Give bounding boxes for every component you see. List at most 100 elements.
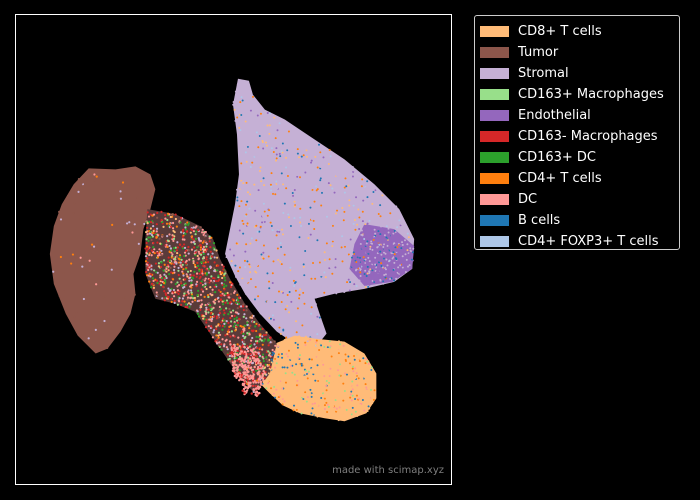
- scatter-point: [313, 210, 316, 213]
- scatter-point: [346, 410, 349, 413]
- scatter-point: [346, 245, 349, 248]
- scatter-point: [367, 362, 370, 365]
- scatter-point: [174, 260, 177, 263]
- scatter-point: [246, 378, 249, 381]
- scatter-point: [241, 219, 244, 222]
- scatter-point: [150, 273, 153, 276]
- scatter-point: [292, 409, 295, 412]
- scatter-point: [350, 256, 353, 259]
- scatter-point: [156, 216, 159, 219]
- scatter-point: [337, 352, 340, 355]
- scatter-point: [368, 219, 371, 222]
- scatter-point: [306, 409, 309, 412]
- scatter-point: [179, 280, 183, 283]
- scatter-point: [284, 260, 287, 263]
- scatter-point: [297, 356, 300, 359]
- scatter-point: [290, 387, 293, 390]
- scatter-point: [310, 306, 313, 309]
- scatter-point: [349, 382, 352, 385]
- scatter-point: [307, 222, 310, 225]
- scatter-point: [205, 312, 208, 316]
- scatter-point: [178, 296, 181, 300]
- scatter-point: [177, 292, 180, 296]
- scatter-point: [393, 261, 396, 264]
- scatter-point: [287, 349, 290, 352]
- scatter-point: [360, 262, 363, 265]
- scatter-point: [195, 225, 198, 228]
- scatter-point: [266, 136, 269, 139]
- scatter-point: [209, 307, 212, 310]
- scatter-point: [323, 163, 326, 166]
- scatter-point: [312, 190, 315, 193]
- scatter-point: [324, 218, 327, 221]
- scatter-point: [251, 316, 254, 320]
- scatter-point: [218, 305, 221, 309]
- scatter-point: [398, 219, 401, 222]
- scatter-point: [249, 271, 252, 274]
- scatter-point: [386, 269, 389, 272]
- scatter-point: [329, 155, 332, 158]
- scatter-point: [207, 260, 210, 264]
- scatter-point: [352, 365, 355, 368]
- scatter-point: [315, 248, 318, 251]
- scatter-point: [164, 275, 168, 278]
- scatter-point: [356, 223, 359, 226]
- scatter-point: [192, 246, 196, 249]
- scatter-point: [332, 369, 335, 372]
- scatter-point: [375, 188, 378, 191]
- scatter-point: [237, 312, 240, 315]
- scatter-point: [300, 362, 303, 365]
- scatter-point: [405, 258, 408, 261]
- scatter-point: [245, 257, 248, 260]
- scatter-point: [314, 293, 317, 296]
- scatter-point: [230, 260, 233, 263]
- scatter-point: [347, 355, 350, 358]
- scatter-point: [367, 403, 370, 406]
- scatter-point: [351, 270, 354, 273]
- scatter-point: [201, 257, 205, 260]
- scatter-point: [175, 225, 178, 228]
- scatter-point: [337, 357, 340, 360]
- scatter-point: [215, 315, 219, 318]
- scatter-point: [321, 333, 324, 336]
- scatter-point: [303, 166, 306, 169]
- scatter-point: [106, 346, 109, 349]
- scatter-point: [170, 300, 173, 303]
- scatter-point: [250, 252, 253, 255]
- scatter-point: [155, 279, 159, 282]
- scatter-point: [247, 356, 250, 359]
- scatter-point: [315, 196, 318, 199]
- scatter-point: [296, 148, 299, 151]
- scatter-point: [351, 394, 354, 397]
- scatter-point: [186, 290, 190, 293]
- scatter-point: [370, 256, 373, 259]
- scatter-point: [289, 365, 292, 367]
- scatter-point: [254, 105, 257, 108]
- scatter-point: [276, 348, 279, 351]
- scatter-point: [341, 235, 344, 238]
- scatter-point: [200, 261, 203, 264]
- scatter-point: [111, 326, 114, 329]
- scatter-point: [320, 396, 323, 399]
- scatter-point: [404, 271, 407, 273]
- scatter-point: [352, 370, 355, 373]
- scatter-point: [243, 259, 246, 262]
- scatter-point: [160, 249, 163, 252]
- scatter-point: [173, 249, 176, 252]
- scatter-point: [333, 245, 336, 248]
- scatter-point: [381, 242, 384, 245]
- scatter-point: [250, 392, 253, 395]
- scatter-point: [145, 245, 149, 248]
- scatter-point: [186, 275, 189, 278]
- scatter-point: [347, 191, 350, 194]
- scatter-point: [258, 230, 261, 233]
- scatter-point: [354, 413, 357, 416]
- scatter-point: [92, 245, 96, 248]
- scatter-point: [369, 388, 372, 391]
- scatter-point: [134, 247, 137, 250]
- scatter-point: [233, 344, 236, 348]
- scatter-point: [382, 228, 385, 231]
- scatter-point: [133, 223, 136, 226]
- scatter-point: [160, 210, 163, 213]
- scatter-point: [255, 224, 258, 227]
